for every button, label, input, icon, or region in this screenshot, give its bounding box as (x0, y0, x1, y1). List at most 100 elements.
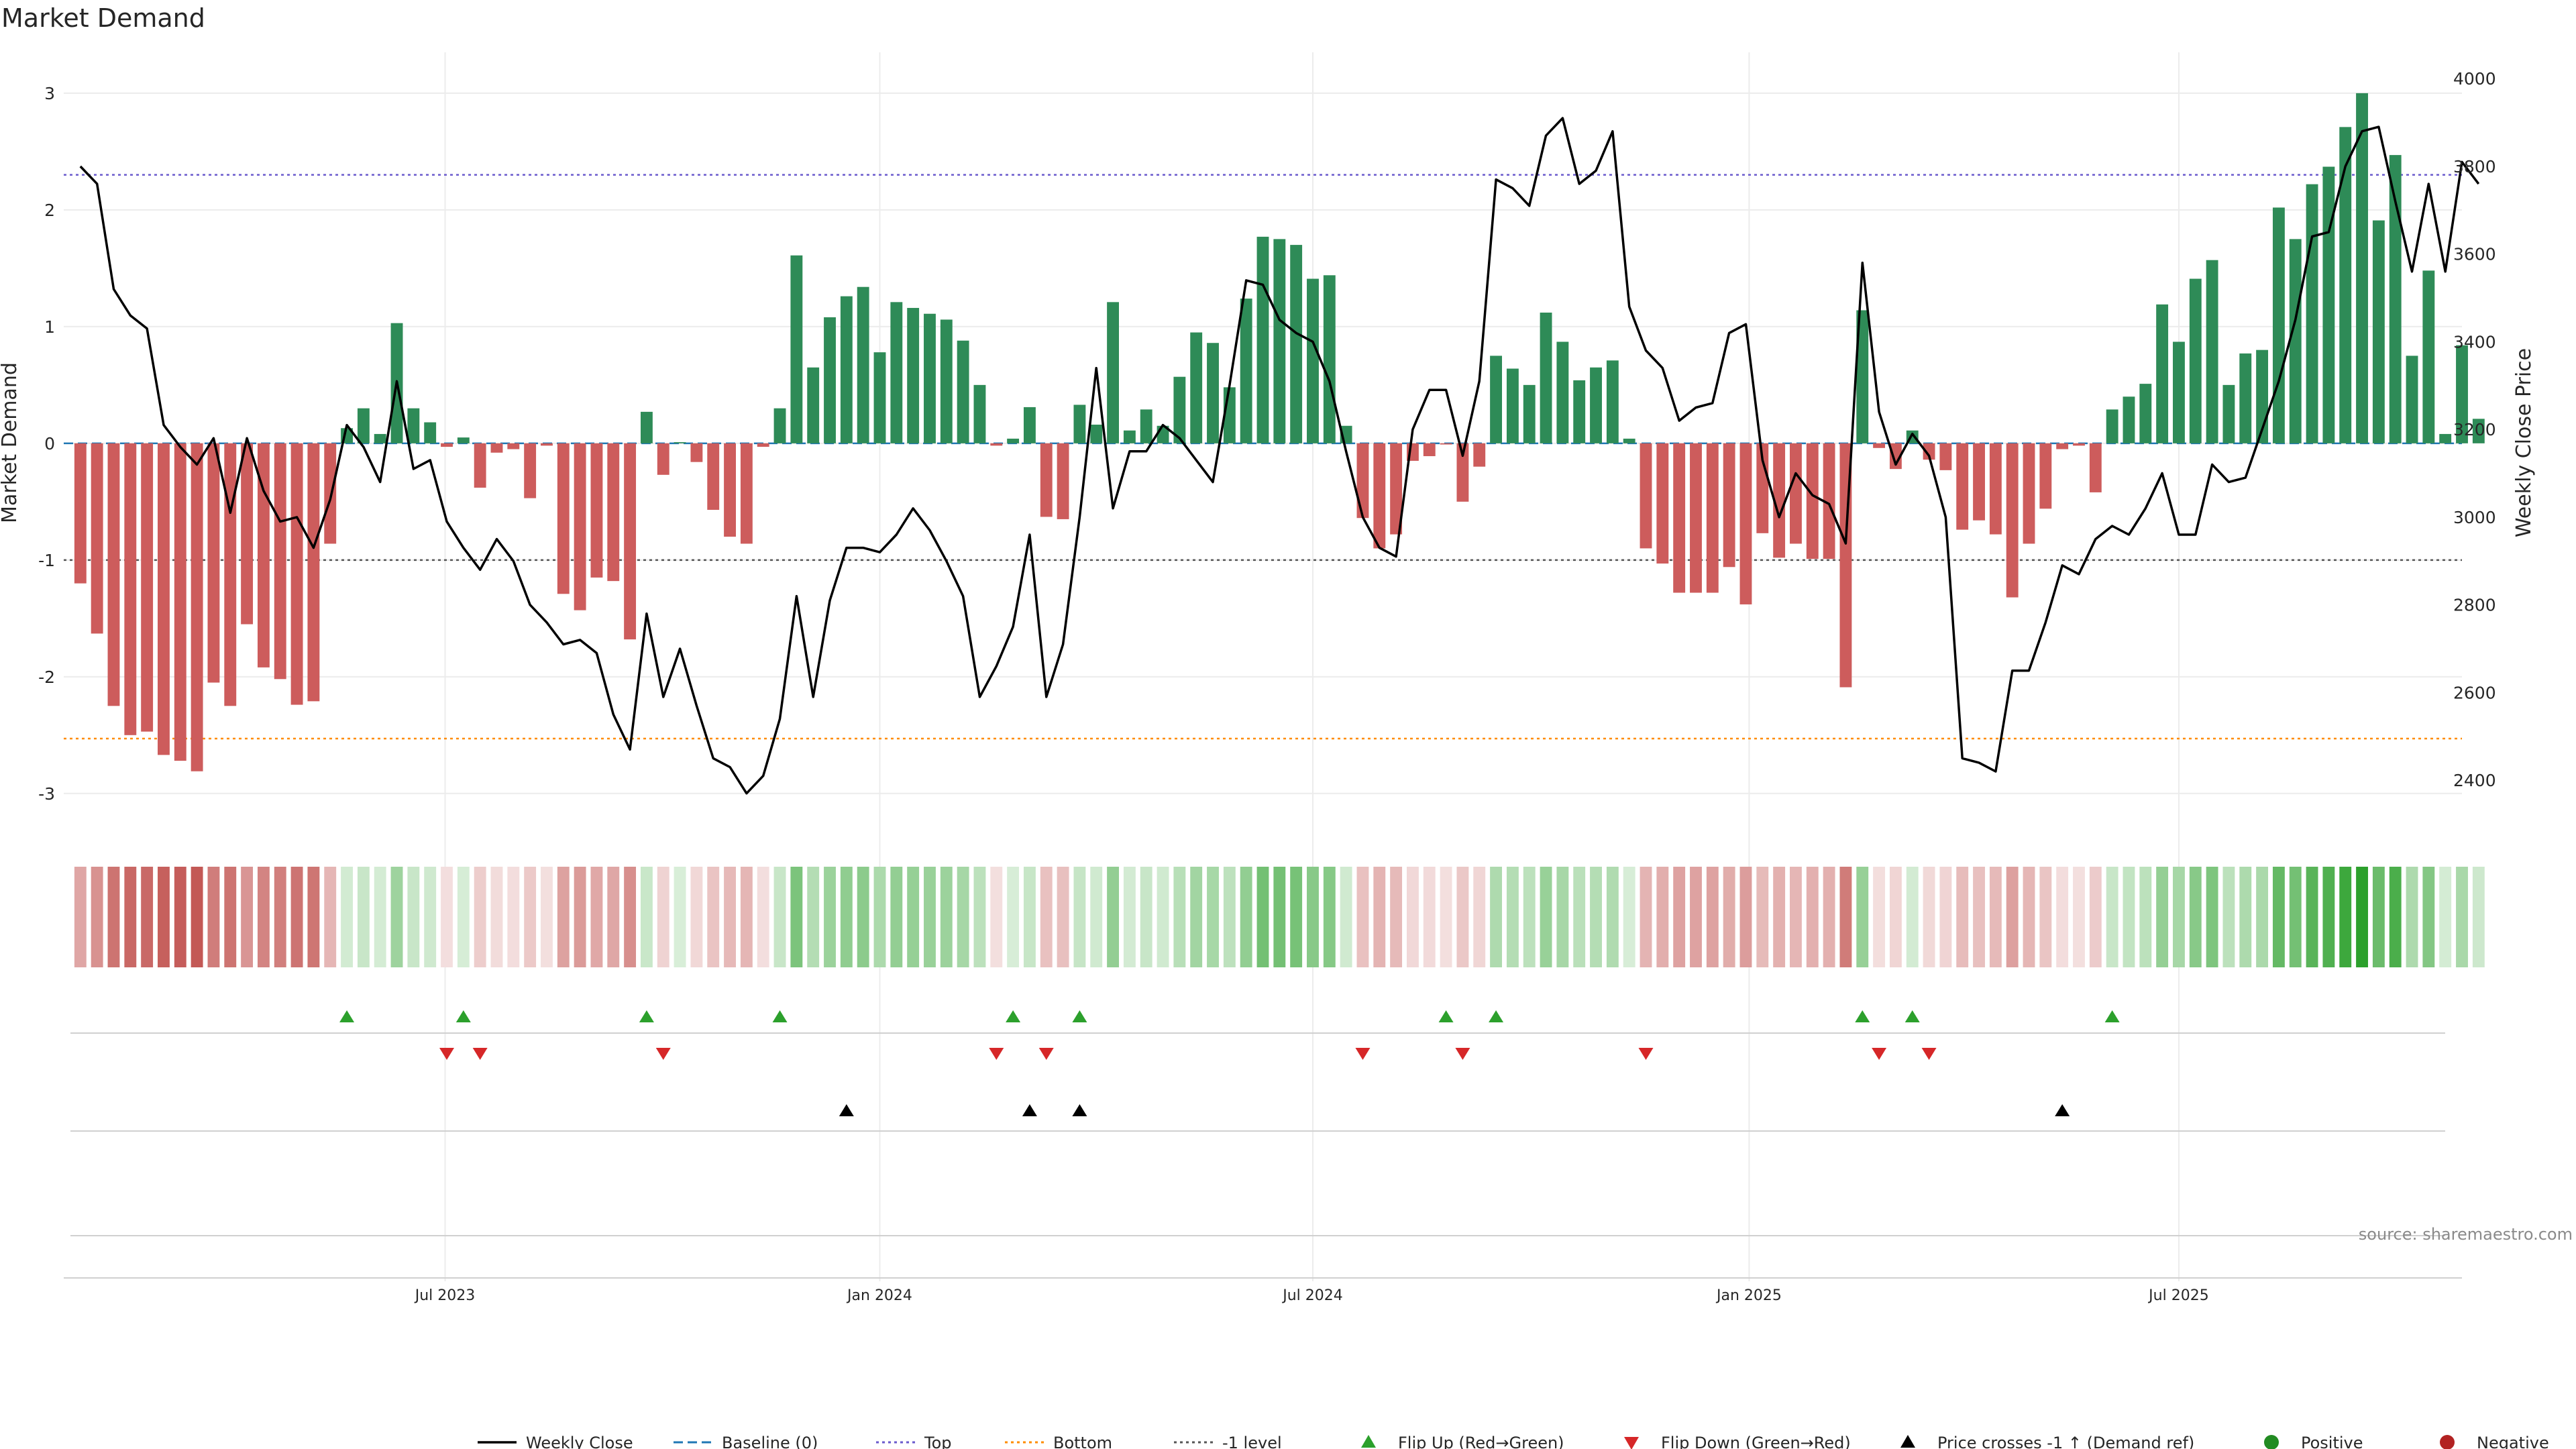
heat-cell (1739, 867, 1752, 967)
heat-cell (107, 867, 120, 967)
right-y-axis: 4000 3800 3600 3400 3200 3000 2800 2600 2400 (2453, 69, 2496, 790)
demand-bar (1040, 443, 1053, 517)
heat-cell (1756, 867, 1769, 967)
heat-cell (807, 867, 820, 967)
heat-cell (1690, 867, 1702, 967)
demand-bar (2156, 304, 2169, 443)
heat-cell (2322, 867, 2335, 967)
demand-bar (2206, 260, 2218, 443)
right-y-tick: 4000 (2453, 69, 2496, 89)
heat-cell (1157, 867, 1169, 967)
demand-bar (1473, 443, 1486, 467)
heat-cell (1790, 867, 1802, 967)
right-y-axis-label: Weekly Close Price (2512, 348, 2536, 537)
demand-bar (2073, 443, 2085, 446)
demand-bar (290, 443, 303, 705)
demand-bar (907, 308, 920, 443)
legend-item: Positive (2264, 1434, 2363, 1449)
legend-item: Negative (2440, 1434, 2549, 1449)
left-y-tick: 1 (44, 317, 55, 337)
heat-cell (1023, 867, 1036, 967)
x-tick-label: Jul 2023 (414, 1287, 476, 1304)
heat-cell (1223, 867, 1236, 967)
legend: Weekly Close Baseline (0) Top Bottom -1 leve… (478, 1434, 2549, 1449)
heat-cell (890, 867, 903, 967)
demand-bar (1490, 356, 1503, 443)
demand-bar (807, 367, 820, 443)
demand-bar (1706, 443, 1719, 593)
right-y-tick: 3800 (2453, 157, 2496, 176)
flip-down-marker (655, 1048, 671, 1060)
heat-cell (124, 867, 137, 967)
legend-item: Top (876, 1434, 952, 1449)
demand-bar (1090, 425, 1103, 443)
heat-cell (457, 867, 470, 967)
demand-bar (624, 443, 637, 640)
demand-bar (1806, 443, 1819, 559)
flip-up-marker (639, 1010, 654, 1022)
heat-cell (1590, 867, 1602, 967)
heat-cell (657, 867, 669, 967)
flip-down-marker (1355, 1048, 1371, 1060)
demand-bar (1989, 443, 2002, 535)
heat-cell (324, 867, 337, 967)
x-tick-label: Jan 2024 (846, 1287, 912, 1304)
demand-bar (973, 384, 986, 443)
x-tick-label: Jul 2024 (1281, 1287, 1343, 1304)
heat-cell (1190, 867, 1203, 967)
heat-cell (1889, 867, 1902, 967)
demand-bar (1190, 332, 1203, 443)
demand-bar (457, 437, 470, 443)
demand-bar (1506, 368, 1519, 443)
heat-cell (390, 867, 403, 967)
price-cross-marker (1072, 1104, 1087, 1116)
demand-heat-strip (74, 867, 2485, 967)
heat-cell (2439, 867, 2452, 967)
heat-cell (2222, 867, 2235, 967)
demand-bar (1290, 245, 1303, 443)
legend-label: Bottom (1053, 1434, 1112, 1449)
legend-item: Price crosses -1 ↑ (Demand ref) (1900, 1434, 2194, 1449)
heat-cell (1107, 867, 1119, 967)
demand-bar (574, 443, 586, 610)
demand-bar (158, 443, 170, 755)
heat-cell (1073, 867, 1086, 967)
heat-cell (1123, 867, 1136, 967)
heat-cell (1956, 867, 1969, 967)
x-tick-label: Jan 2025 (1715, 1287, 1782, 1304)
demand-bar (2239, 353, 2252, 443)
demand-bar (374, 433, 386, 443)
heat-cell (907, 867, 920, 967)
demand-bar (2306, 184, 2318, 443)
flip-down-marker (1921, 1048, 1937, 1060)
demand-bar (2389, 155, 2402, 443)
demand-bar (2006, 443, 2019, 598)
flip-down-marker (1638, 1048, 1654, 1060)
heat-cell (1256, 867, 1269, 967)
demand-bar (1256, 236, 1269, 443)
heat-cell (1273, 867, 1286, 967)
demand-bar (1889, 443, 1902, 470)
demand-bar (790, 255, 803, 443)
heat-cell (341, 867, 353, 967)
demand-bar (1873, 443, 1886, 448)
heat-cell (158, 867, 170, 967)
heat-cell (2256, 867, 2269, 967)
demand-bar (1173, 376, 1186, 443)
heat-cell (374, 867, 386, 967)
legend-item: Baseline (0) (674, 1434, 818, 1449)
heat-cell (773, 867, 786, 967)
legend-label: Negative (2477, 1434, 2549, 1449)
heat-cell (2306, 867, 2318, 967)
demand-bar (524, 443, 537, 498)
heat-cell (2123, 867, 2135, 967)
left-y-tick: 2 (44, 201, 55, 220)
heat-cell (1307, 867, 1319, 967)
demand-bar (674, 442, 686, 443)
heat-cell (1906, 867, 1919, 967)
heat-cell (1989, 867, 2002, 967)
legend-label: -1 level (1222, 1434, 1282, 1449)
heat-cell (1723, 867, 1735, 967)
demand-bar (940, 319, 953, 443)
heat-cell (290, 867, 303, 967)
